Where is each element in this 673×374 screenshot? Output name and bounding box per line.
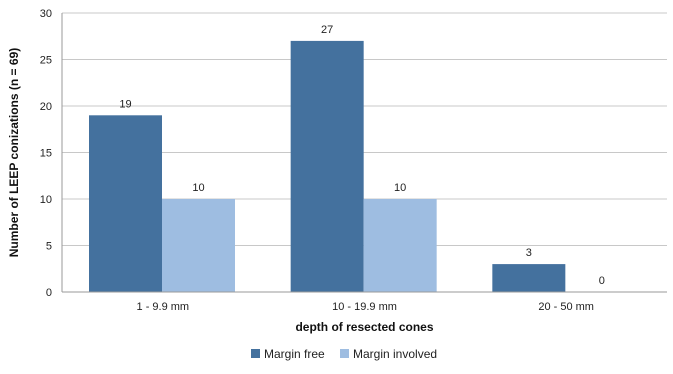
legend-label-margin-free: Margin free — [264, 347, 325, 361]
data-label: 10 — [394, 182, 406, 194]
y-tick-label: 0 — [46, 287, 52, 299]
x-axis-categories: 1 - 9.9 mm 10 - 19.9 mm 20 - 50 mm — [137, 301, 594, 313]
data-label: 19 — [119, 98, 131, 110]
bar — [290, 40, 364, 293]
legend-label-margin-involved: Margin involved — [353, 347, 437, 361]
bar — [162, 199, 235, 292]
y-tick-label: 30 — [40, 8, 52, 20]
data-label: 10 — [192, 182, 204, 194]
y-tick-label: 25 — [40, 55, 52, 67]
legend-swatch-margin-free — [251, 349, 260, 358]
x-category-label: 10 - 19.9 mm — [332, 301, 397, 313]
y-tick-label: 5 — [46, 241, 52, 253]
bar — [492, 264, 566, 292]
data-label: 27 — [321, 24, 333, 36]
y-axis-ticks: 0 5 10 15 20 25 30 — [40, 8, 52, 299]
bar — [363, 199, 437, 292]
y-tick-label: 10 — [40, 194, 52, 206]
data-label: 0 — [599, 275, 605, 287]
y-axis-title: Number of LEEP conizations (n = 69) — [7, 48, 21, 257]
data-label: 3 — [526, 247, 532, 259]
data-labels: 19 10 27 10 3 0 — [119, 24, 605, 287]
x-axis-title: depth of resected cones — [295, 320, 433, 334]
bars — [89, 40, 566, 293]
x-category-label: 1 - 9.9 mm — [137, 301, 190, 313]
bar — [89, 115, 162, 292]
y-tick-label: 20 — [40, 101, 52, 113]
x-category-label: 20 - 50 mm — [538, 301, 594, 313]
y-tick-label: 15 — [40, 148, 52, 160]
legend-swatch-margin-involved — [340, 349, 349, 358]
legend: Margin free Margin involved — [251, 347, 437, 361]
